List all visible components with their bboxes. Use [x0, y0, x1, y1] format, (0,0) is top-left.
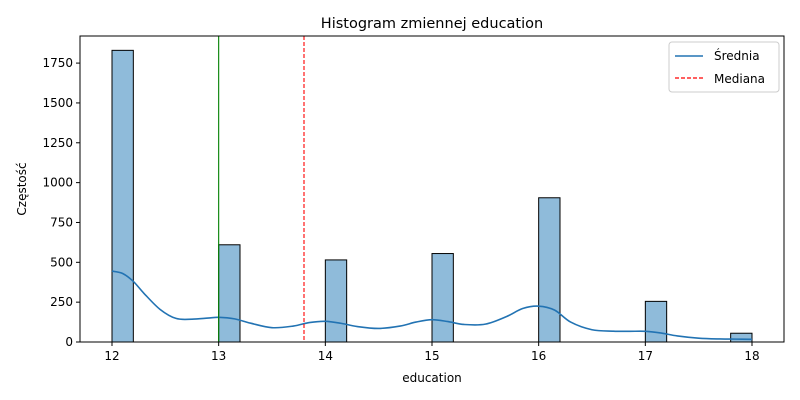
x-tick-label: 18 — [744, 349, 759, 363]
y-tick-label: 1750 — [42, 56, 73, 70]
y-axis-label: Częstość — [15, 162, 29, 215]
kde-layer — [111, 270, 753, 341]
histogram-bar — [538, 197, 561, 343]
histogram-bar — [111, 49, 134, 343]
legend-mean-label: Średnia — [714, 48, 760, 63]
x-tick-label: 15 — [424, 349, 439, 363]
reference-lines — [218, 36, 305, 342]
x-axis-label: education — [402, 371, 462, 385]
x-tick-label: 14 — [318, 349, 333, 363]
histogram-bar — [431, 253, 454, 343]
histogram-bar — [730, 332, 753, 343]
histogram-bar — [218, 244, 241, 343]
y-tick-label: 1000 — [42, 176, 73, 190]
legend-box — [668, 41, 780, 93]
x-tick-label: 13 — [211, 349, 226, 363]
x-tick-label: 16 — [531, 349, 546, 363]
y-tick-label: 500 — [50, 255, 73, 269]
legend: Średnia Mediana — [668, 41, 780, 93]
y-tick-label: 1250 — [42, 136, 73, 150]
y-axis-ticks: 0 250 500 750 1000 1250 1500 1750 — [42, 56, 80, 349]
kde-curve — [111, 270, 753, 341]
x-axis-ticks: 12 13 14 15 16 17 18 — [104, 342, 760, 363]
x-tick-label: 12 — [104, 349, 119, 363]
histogram-bar — [644, 300, 668, 343]
y-tick-label: 1500 — [42, 96, 73, 110]
y-tick-label: 750 — [50, 215, 73, 229]
bars-layer — [111, 49, 753, 343]
chart-title: Histogram zmiennej education — [321, 16, 543, 32]
y-tick-label: 0 — [65, 335, 73, 349]
x-tick-label: 17 — [638, 349, 653, 363]
y-tick-label: 250 — [50, 295, 73, 309]
histogram-bar — [324, 259, 348, 343]
legend-median-label: Mediana — [714, 72, 765, 86]
